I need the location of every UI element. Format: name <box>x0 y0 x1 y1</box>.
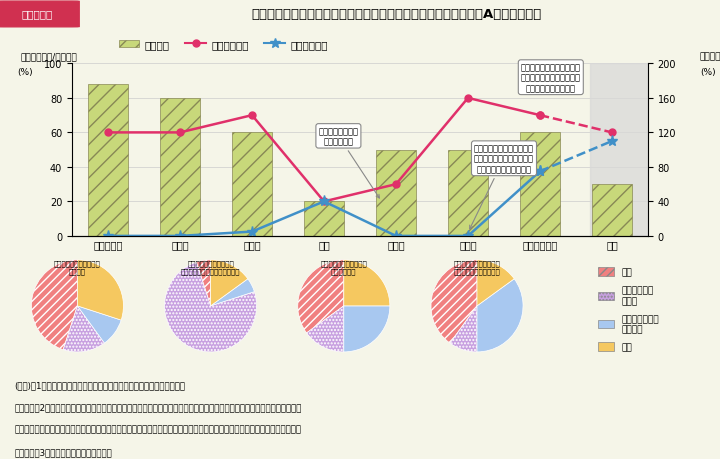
Text: もの。なお，「収入の充足度」は，希望する収入に対する，自分の収入金額の割合を自己評価で示したもの。: もの。なお，「収入の充足度」は，希望する収入に対する，自分の収入金額の割合を自己… <box>14 425 301 434</box>
Legend: 仕事, 家事・育児・
介護等, ボランティア・
地域活動, 趣味: 仕事, 家事・育児・ 介護等, ボランティア・ 地域活動, 趣味 <box>594 264 662 355</box>
Bar <box>593 185 632 236</box>
Text: 子育てが一段落。再就職の
ためベビーヨガインストラ
クターの学習を始めた。: 子育てが一段落。再就職の ためベビーヨガインストラ クターの学習を始めた。 <box>469 144 534 230</box>
Wedge shape <box>307 306 344 352</box>
Wedge shape <box>477 279 523 352</box>
FancyBboxPatch shape <box>0 2 79 28</box>
Text: 人生グラフ: 人生グラフ <box>22 9 53 19</box>
Text: 収入の充足度: 収入の充足度 <box>700 52 720 61</box>
Text: (備考)、1．取材先の協力のもと，内閣府男女共同参画局において作成。: (備考)、1．取材先の協力のもと，内閣府男女共同参画局において作成。 <box>14 380 185 389</box>
Bar <box>160 99 199 236</box>
Wedge shape <box>450 306 477 352</box>
Wedge shape <box>165 263 256 352</box>
Text: 人生における学び・充実度・収入充足度～いきいき塩を修了したAさんの場合～: 人生における学び・充実度・収入充足度～いきいき塩を修了したAさんの場合～ <box>251 8 541 21</box>
Text: 3．点線部分は今後の見込み。: 3．点線部分は今後の見込み。 <box>14 447 112 456</box>
Wedge shape <box>298 260 344 333</box>
Wedge shape <box>211 260 248 306</box>
Bar <box>590 64 648 236</box>
Text: (%): (%) <box>17 67 33 77</box>
Bar <box>521 133 560 236</box>
Wedge shape <box>78 306 121 343</box>
Bar <box>305 202 344 236</box>
Text: (%): (%) <box>700 67 716 77</box>
Text: 2．「学びの量」，「人生の充実度」，「収入の充足度」は，自分の人生を振り返ってそれぞれ自己評価で表した: 2．「学びの量」，「人生の充実度」，「収入の充足度」は，自分の人生を振り返ってそ… <box>14 403 302 411</box>
Text: 日々の労働・活動の配分
－再就職後－: 日々の労働・活動の配分 －再就職後－ <box>320 260 367 274</box>
Text: 日々の労働・活動の配分
－初職－: 日々の労働・活動の配分 －初職－ <box>54 260 101 274</box>
Wedge shape <box>63 306 104 352</box>
Legend: 学びの量, 人生の充実度, 収入の充足度: 学びの量, 人生の充実度, 収入の充足度 <box>114 36 332 54</box>
Wedge shape <box>32 260 78 350</box>
Bar <box>376 150 416 236</box>
Wedge shape <box>197 260 211 306</box>
Text: 出産を機に退職。
専業主婦に。: 出産を機に退職。 専業主婦に。 <box>318 127 379 199</box>
Wedge shape <box>211 279 254 306</box>
Wedge shape <box>344 260 390 306</box>
Bar <box>448 150 488 236</box>
Wedge shape <box>344 306 390 352</box>
Wedge shape <box>431 260 477 343</box>
Wedge shape <box>78 260 123 320</box>
Text: 司会について本格的に学ぶ
ため「話し方講座」や個人
的にレッスンに通う。: 司会について本格的に学ぶ ため「話し方講座」や個人 的にレッスンに通う。 <box>521 63 581 93</box>
Text: 人生の充実度/学びの量: 人生の充実度/学びの量 <box>20 52 77 61</box>
Wedge shape <box>477 260 514 306</box>
Text: 日々の労働・活動の配分
－キャリアチェンジ後－: 日々の労働・活動の配分 －キャリアチェンジ後－ <box>454 260 500 274</box>
Bar <box>89 85 128 236</box>
Text: 日々の労働・活動の配分
－出産・子育てによる離職中－: 日々の労働・活動の配分 －出産・子育てによる離職中－ <box>181 260 240 274</box>
Bar <box>232 133 272 236</box>
